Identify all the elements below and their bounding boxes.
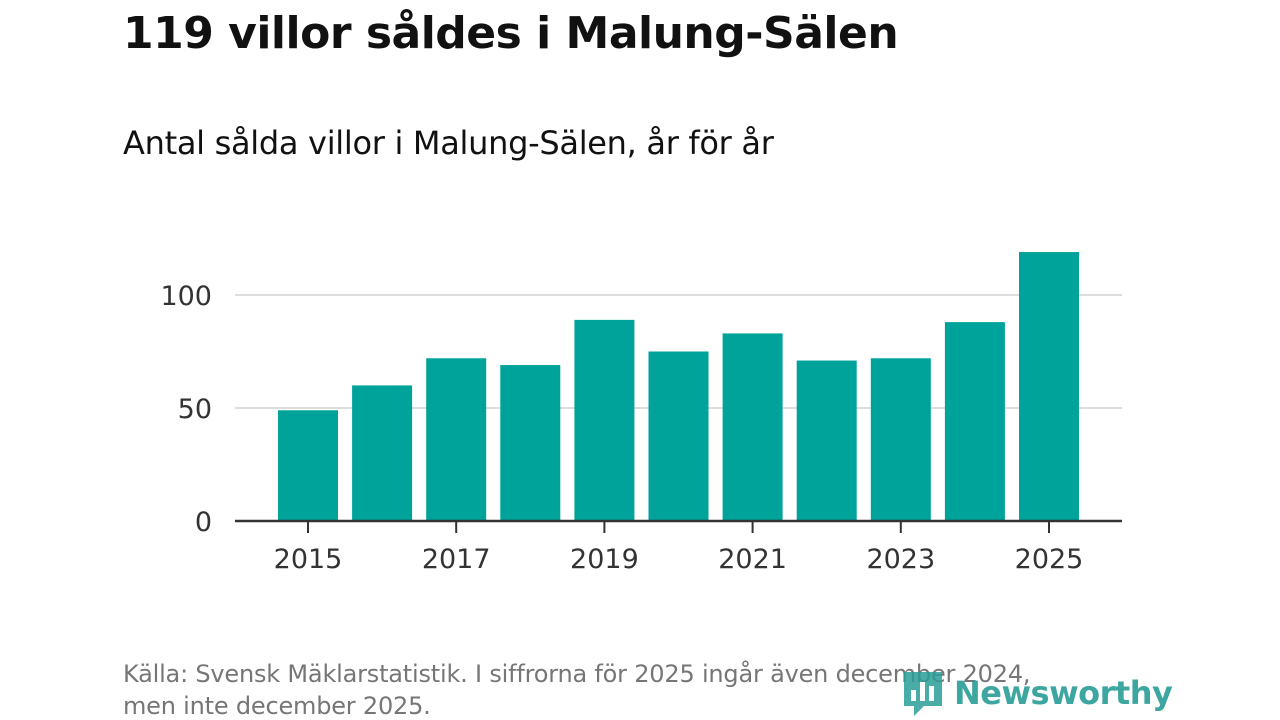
bar-2015[interactable] xyxy=(278,410,338,521)
y-tick-label: 0 xyxy=(195,507,212,538)
bar-2018[interactable] xyxy=(500,365,561,521)
bar-2021[interactable] xyxy=(722,333,783,521)
bar-2017[interactable] xyxy=(426,358,487,521)
brand-logo[interactable]: Newsworthy xyxy=(900,668,1173,718)
bars xyxy=(278,252,1079,521)
bar-2022[interactable] xyxy=(796,360,857,521)
chart-subtitle: Antal sålda villor i Malung-Sälen, år fö… xyxy=(123,124,774,162)
x-tick-label: 2019 xyxy=(570,544,639,575)
bar-2023[interactable] xyxy=(870,358,931,521)
y-tick-label: 100 xyxy=(160,281,212,312)
x-tick-label: 2025 xyxy=(1015,544,1084,575)
bar-2019[interactable] xyxy=(574,319,635,521)
bar-chart: 2015 2017 2019 2021 2023 2025 0 50 100 xyxy=(160,252,1122,575)
source-note-line1: Källa: Svensk Mäklarstatistik. I siffror… xyxy=(123,660,1031,688)
bar-2025[interactable] xyxy=(1019,252,1079,521)
source-note-line2: men inte december 2025. xyxy=(123,692,431,720)
source-note: Källa: Svensk Mäklarstatistik. I siffror… xyxy=(123,658,1123,720)
bar-2016[interactable] xyxy=(352,385,413,521)
x-tick-label: 2017 xyxy=(422,544,491,575)
chart-title: 119 villor såldes i Malung-Sälen xyxy=(123,8,899,59)
y-tick-label: 50 xyxy=(178,394,212,425)
bar-2024[interactable] xyxy=(944,322,1005,521)
y-axis-ticks: 0 50 100 xyxy=(160,281,212,538)
x-axis-ticks: 2015 2017 2019 2021 2023 2025 xyxy=(274,521,1084,575)
x-tick-label: 2023 xyxy=(866,544,935,575)
x-tick-label: 2015 xyxy=(274,544,343,575)
bar-2020[interactable] xyxy=(648,351,709,522)
x-tick-label: 2021 xyxy=(718,544,787,575)
brand-name: Newsworthy xyxy=(954,674,1173,712)
newsworthy-logo-icon xyxy=(904,672,942,716)
